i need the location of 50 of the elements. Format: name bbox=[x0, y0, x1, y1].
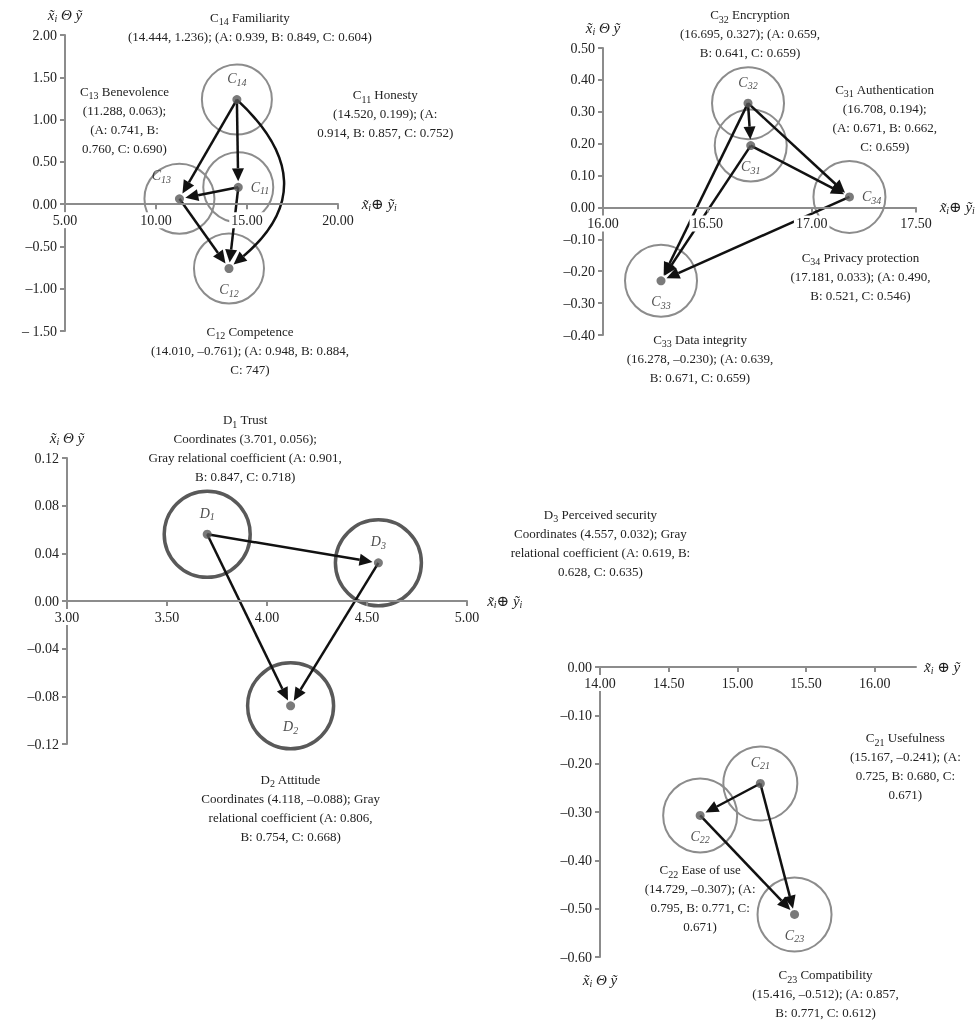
x-tick-label: 5.00 bbox=[52, 212, 78, 228]
y-tick-label: –0.50 bbox=[559, 901, 592, 917]
y-tick-label: –0.30 bbox=[562, 295, 595, 311]
y-tick-label: 0.04 bbox=[34, 545, 59, 561]
y-tick-label: – 1.50 bbox=[21, 323, 57, 339]
y-tick-label: –1.00 bbox=[24, 281, 57, 297]
y-tick-label: 0.00 bbox=[34, 593, 59, 609]
y-tick-label: –0.30 bbox=[559, 804, 592, 820]
y-tick-label: 0.50 bbox=[32, 154, 57, 170]
x-tick-label: 17.00 bbox=[795, 215, 828, 231]
y-tick-label: 0.00 bbox=[567, 659, 592, 675]
y-tick-label: 2.00 bbox=[32, 27, 57, 43]
y-tick-label: –0.40 bbox=[559, 852, 592, 868]
y-tick-label: 0.12 bbox=[34, 450, 59, 466]
y-tick-label: –0.12 bbox=[26, 736, 59, 752]
y-tick-label: –0.10 bbox=[559, 707, 592, 723]
x-tick-label: 10.00 bbox=[140, 212, 172, 228]
x-tick-label: 15.00 bbox=[231, 212, 263, 228]
y-tick-label: 1.00 bbox=[32, 112, 57, 128]
y-tick-label: 1.50 bbox=[32, 69, 57, 85]
x-tick-label: 15.00 bbox=[721, 675, 754, 691]
y-tick-label: –0.60 bbox=[559, 949, 592, 965]
y-tick-label: –0.20 bbox=[559, 756, 592, 772]
y-tick-label: 0.50 bbox=[570, 40, 595, 56]
x-tick-label: 16.00 bbox=[587, 215, 619, 231]
y-tick-label: –0.10 bbox=[562, 231, 595, 247]
x-tick-label: 14.50 bbox=[652, 675, 685, 691]
y-tick-label: –0.50 bbox=[24, 238, 57, 254]
x-tick-label: 3.50 bbox=[154, 609, 180, 625]
y-tick-label: –0.08 bbox=[26, 688, 59, 704]
x-tick-label: 3.00 bbox=[54, 609, 80, 625]
x-tick-label: 4.50 bbox=[354, 609, 380, 625]
x-tick-label: 14.00 bbox=[584, 675, 616, 691]
y-tick-label: 0.00 bbox=[32, 196, 57, 212]
x-tick-label: 15.50 bbox=[790, 675, 822, 691]
y-tick-label: –0.40 bbox=[562, 327, 595, 343]
y-tick-label: –0.04 bbox=[26, 641, 59, 657]
x-tick-label: 5.00 bbox=[454, 609, 480, 625]
x-tick-label: 20.00 bbox=[322, 212, 354, 228]
x-tick-label: 17.50 bbox=[900, 215, 932, 231]
y-tick-label: 0.40 bbox=[570, 72, 595, 88]
y-tick-label: 0.08 bbox=[34, 498, 59, 514]
x-tick-label: 16.50 bbox=[691, 215, 724, 231]
x-tick-label: 4.00 bbox=[254, 609, 280, 625]
y-tick-label: 0.30 bbox=[570, 104, 595, 120]
y-tick-label: 0.10 bbox=[570, 168, 595, 184]
y-tick-label: 0.20 bbox=[570, 136, 595, 152]
y-tick-label: –0.20 bbox=[562, 263, 595, 279]
y-tick-label: 0.00 bbox=[570, 199, 595, 215]
x-tick-label: 16.00 bbox=[859, 675, 891, 691]
